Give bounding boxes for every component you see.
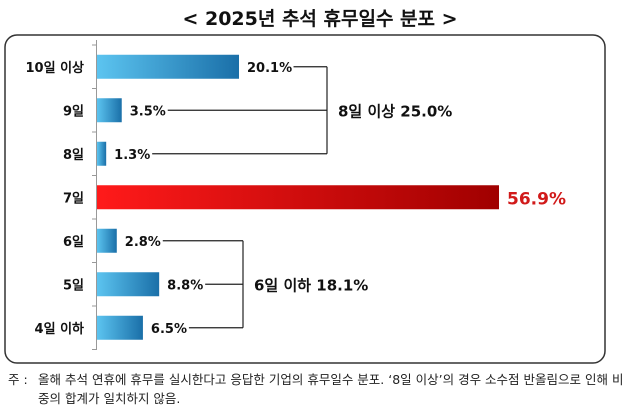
category-label: 8일 xyxy=(63,148,84,163)
bar-3 xyxy=(97,141,107,166)
group-label: 8일 이상 25.0% xyxy=(338,102,452,120)
footnote: 주 : 올해 추석 연휴에 휴무를 실시한다고 응답한 기업의 휴무일수 분포. … xyxy=(8,370,636,408)
bar-4 xyxy=(97,185,499,210)
value-label: 6.5% xyxy=(151,322,187,337)
chart-frame xyxy=(4,34,606,364)
value-label: 56.9% xyxy=(507,189,566,209)
value-label: 20.1% xyxy=(247,61,292,76)
category-label: 6일 xyxy=(63,235,84,250)
value-label: 2.8% xyxy=(125,235,161,250)
chart-title: < 2025년 추석 휴무일수 분포 > xyxy=(182,8,458,30)
bar-5 xyxy=(97,228,117,253)
bar-6 xyxy=(97,272,160,297)
group-label: 6일 이하 18.1% xyxy=(254,276,368,294)
value-label: 8.8% xyxy=(167,278,203,293)
value-label: 1.3% xyxy=(114,148,150,163)
bar-1 xyxy=(97,54,240,79)
bar-2 xyxy=(97,98,122,123)
category-label: 4일 이하 xyxy=(35,321,84,337)
bar-7 xyxy=(97,315,143,340)
category-label: 5일 xyxy=(63,278,84,293)
footnote-text: 올해 추석 연휴에 휴무를 실시한다고 응답한 기업의 휴무일수 분포. ‘8일… xyxy=(38,372,624,406)
category-label: 9일 xyxy=(63,104,84,119)
value-label: 3.5% xyxy=(130,104,166,119)
category-label: 10일 이상 xyxy=(26,60,85,76)
category-label: 7일 xyxy=(63,191,84,206)
footnote-prefix: 주 : xyxy=(8,372,28,387)
